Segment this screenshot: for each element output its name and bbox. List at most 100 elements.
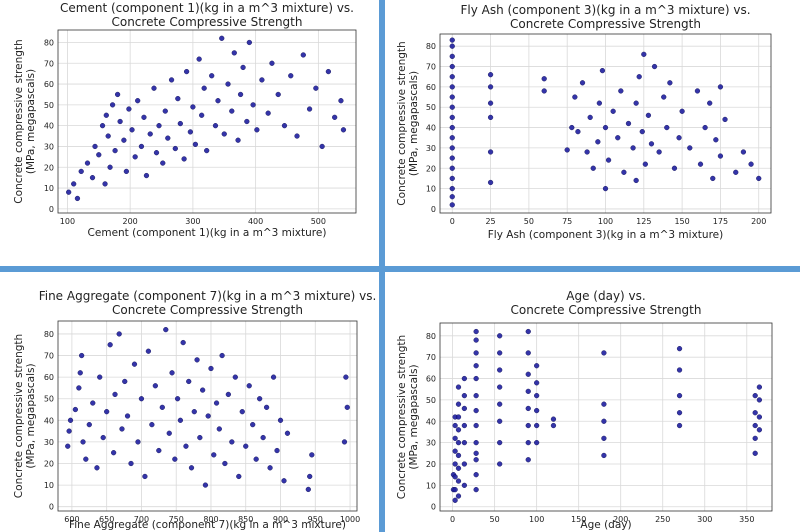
data-point <box>449 104 455 110</box>
data-point <box>525 350 531 356</box>
y-tick-label: 20 <box>44 163 54 172</box>
x-tick-label: 650 <box>99 515 114 524</box>
data-point <box>175 95 181 102</box>
data-point <box>135 98 141 104</box>
data-point <box>263 404 270 411</box>
y-tick-label: 10 <box>426 185 436 194</box>
data-point <box>497 418 503 424</box>
y-tick-label: 20 <box>44 460 54 469</box>
y-axis-label-line: Concrete compressive strength <box>13 334 25 498</box>
data-point <box>313 85 319 91</box>
data-point <box>149 421 155 428</box>
data-point <box>190 104 196 110</box>
data-point <box>126 106 132 112</box>
data-point <box>183 443 189 449</box>
data-point <box>235 137 241 143</box>
data-point <box>156 447 162 454</box>
data-point <box>449 114 455 121</box>
data-point <box>473 392 479 399</box>
data-point <box>455 465 462 471</box>
y-tick-label: 40 <box>44 416 54 425</box>
data-point <box>86 421 92 428</box>
y-axis-label-line: Concrete compressive strength <box>396 335 408 499</box>
y-tick-label: 60 <box>426 83 436 92</box>
data-point <box>116 331 122 337</box>
y-tick-label: 30 <box>426 144 436 153</box>
y-tick-label: 30 <box>44 142 54 151</box>
data-point <box>550 422 557 429</box>
chart-fly-ash: Fly Ash (component 3)(kg in a m^3 mixtur… <box>396 3 772 241</box>
y-tick-label: 80 <box>426 332 436 341</box>
data-point <box>215 98 221 104</box>
y-axis-label-line: (MPa, megapascals) <box>408 364 420 469</box>
data-point <box>196 56 202 62</box>
data-point <box>633 100 639 106</box>
data-point <box>473 472 479 478</box>
data-point <box>96 152 102 158</box>
data-point <box>595 139 601 145</box>
y-tick-label: 40 <box>426 417 436 426</box>
x-tick-label: 300 <box>185 217 200 226</box>
data-point <box>756 384 763 390</box>
data-point <box>84 160 91 166</box>
data-point <box>163 326 169 333</box>
data-point <box>487 114 494 121</box>
data-point <box>455 452 462 459</box>
y-axis-label-line: (MPa, megapascals) <box>25 69 37 174</box>
data-point <box>756 414 763 420</box>
x-tick-label: 300 <box>697 515 712 524</box>
data-point <box>305 486 311 493</box>
x-tick-label: 150 <box>674 217 689 226</box>
data-point <box>80 439 86 445</box>
data-point <box>186 378 192 385</box>
data-point <box>487 149 494 155</box>
data-point <box>162 108 168 114</box>
data-point <box>452 448 458 454</box>
data-point <box>671 165 678 171</box>
data-point <box>246 39 252 46</box>
data-point <box>319 143 325 150</box>
data-point <box>211 452 217 458</box>
y-tick-label: 80 <box>44 330 54 339</box>
data-point <box>138 396 145 402</box>
data-point <box>449 175 455 182</box>
data-point <box>525 405 531 412</box>
data-point <box>667 80 673 86</box>
y-tick-label: 80 <box>426 42 436 51</box>
data-point <box>192 141 199 148</box>
data-point <box>240 64 246 71</box>
data-point <box>250 102 256 108</box>
data-point <box>630 145 636 151</box>
data-point <box>449 63 455 70</box>
data-point <box>449 194 455 200</box>
data-point <box>601 401 607 407</box>
data-point <box>572 94 578 100</box>
x-tick-label: 50 <box>490 515 500 524</box>
data-point <box>473 407 479 414</box>
chart-title-line: Cement (component 1)(kg in a m^3 mixture… <box>60 1 354 15</box>
x-tick-label: 125 <box>636 217 651 226</box>
data-point <box>487 179 494 186</box>
data-point <box>142 473 148 480</box>
data-point <box>110 450 117 456</box>
data-point <box>497 401 503 407</box>
data-point <box>213 400 220 406</box>
data-point <box>752 450 758 456</box>
x-tick-label: 100 <box>60 217 75 226</box>
data-point <box>487 100 494 106</box>
x-tick-label: 700 <box>134 515 149 524</box>
data-point <box>625 120 632 127</box>
data-point <box>232 374 238 380</box>
data-point <box>473 363 479 369</box>
x-tick-label: 900 <box>273 515 288 524</box>
y-tick-label: 70 <box>44 352 54 361</box>
data-point <box>461 392 468 399</box>
data-point <box>534 380 540 386</box>
data-point <box>199 112 205 118</box>
data-point <box>748 161 754 167</box>
data-point <box>455 493 462 499</box>
data-point <box>525 439 531 446</box>
data-point <box>229 439 235 445</box>
data-point <box>246 383 252 389</box>
y-tick-label: 60 <box>426 375 436 384</box>
